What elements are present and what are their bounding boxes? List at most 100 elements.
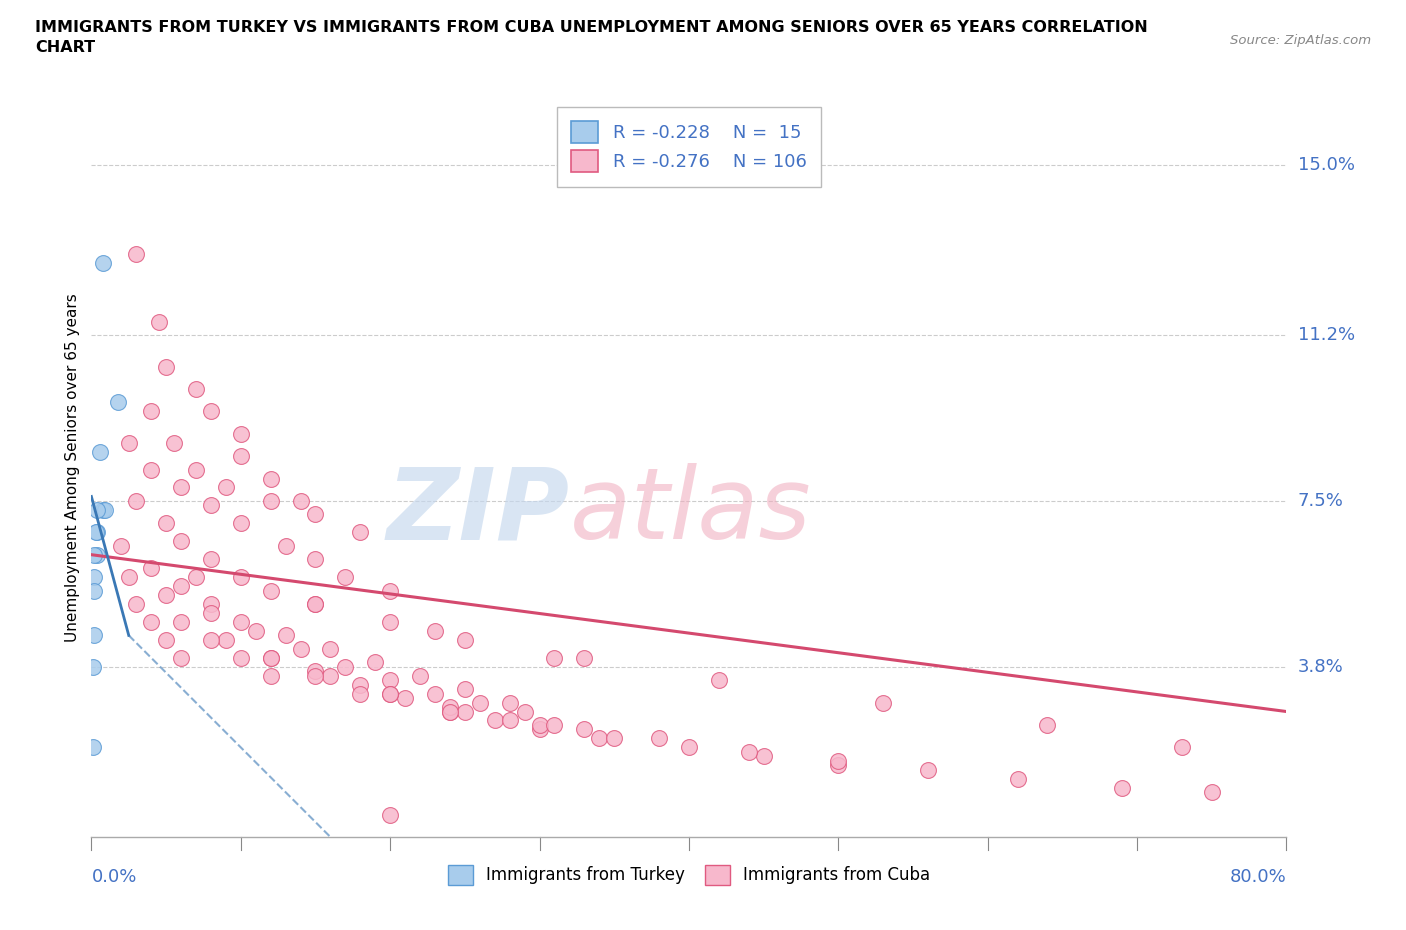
Text: Source: ZipAtlas.com: Source: ZipAtlas.com [1230, 34, 1371, 47]
Point [83, 583, 105, 598]
Point [917, 763, 939, 777]
Point [574, 650, 596, 665]
Point [454, 704, 477, 719]
Point [229, 516, 252, 531]
Point [304, 664, 326, 679]
Point [737, 744, 759, 759]
Point [484, 713, 506, 728]
Point [259, 583, 281, 598]
Point [141, 615, 163, 630]
Point [125, 247, 148, 262]
Point [125, 596, 148, 611]
Point [107, 395, 129, 410]
Point [184, 570, 207, 585]
Point [1111, 780, 1133, 795]
Point [229, 570, 252, 585]
Point [259, 669, 281, 684]
Point [499, 695, 522, 710]
Point [380, 686, 402, 701]
Point [274, 628, 297, 643]
Point [304, 596, 326, 611]
Point [200, 498, 222, 512]
Point [304, 551, 326, 566]
Point [499, 713, 522, 728]
Point [380, 615, 402, 630]
Point [349, 686, 371, 701]
Point [229, 448, 252, 463]
Point [200, 551, 222, 566]
Point [543, 650, 565, 665]
Point [89, 445, 111, 459]
Point [259, 472, 281, 486]
Point [86, 525, 108, 539]
Point [170, 615, 193, 630]
Text: 15.0%: 15.0% [1298, 156, 1354, 174]
Point [141, 561, 163, 576]
Point [380, 686, 402, 701]
Point [83, 628, 105, 643]
Point [380, 583, 402, 598]
Point [170, 480, 193, 495]
Point [184, 462, 207, 477]
Text: atlas: atlas [569, 463, 811, 560]
Point [229, 650, 252, 665]
Point [335, 659, 357, 674]
Point [827, 753, 849, 768]
Point [274, 538, 297, 553]
Point [215, 632, 238, 647]
Point [380, 672, 402, 687]
Point [513, 704, 536, 719]
Point [84, 525, 107, 539]
Point [118, 435, 141, 450]
Point [110, 538, 132, 553]
Point [155, 632, 177, 647]
Point [200, 605, 222, 620]
Point [184, 381, 207, 396]
Point [290, 642, 312, 657]
Point [162, 435, 184, 450]
Point [319, 642, 342, 657]
Point [827, 758, 849, 773]
Point [86, 547, 108, 562]
Point [170, 578, 193, 593]
Point [155, 588, 177, 603]
Point [86, 502, 108, 517]
Point [423, 686, 446, 701]
Point [319, 669, 342, 684]
Point [82, 659, 104, 674]
Point [439, 699, 461, 714]
Point [304, 507, 326, 522]
Legend: Immigrants from Turkey, Immigrants from Cuba: Immigrants from Turkey, Immigrants from … [441, 857, 936, 892]
Point [83, 547, 105, 562]
Point [423, 623, 446, 638]
Point [200, 632, 222, 647]
Point [364, 655, 387, 670]
Point [588, 731, 610, 746]
Point [229, 615, 252, 630]
Point [170, 534, 193, 549]
Text: CHART: CHART [35, 40, 96, 55]
Point [574, 722, 596, 737]
Point [259, 494, 281, 509]
Point [394, 691, 416, 706]
Point [454, 632, 477, 647]
Point [1171, 740, 1194, 755]
Point [118, 570, 141, 585]
Point [409, 669, 432, 684]
Point [872, 695, 894, 710]
Point [648, 731, 671, 746]
Point [93, 502, 115, 517]
Point [752, 749, 775, 764]
Point [529, 718, 551, 733]
Point [380, 807, 402, 822]
Point [439, 704, 461, 719]
Point [290, 494, 312, 509]
Point [155, 516, 177, 531]
Point [170, 650, 193, 665]
Point [335, 570, 357, 585]
Point [215, 480, 238, 495]
Point [678, 740, 700, 755]
Text: 0.0%: 0.0% [91, 868, 136, 885]
Point [125, 494, 148, 509]
Point [707, 672, 730, 687]
